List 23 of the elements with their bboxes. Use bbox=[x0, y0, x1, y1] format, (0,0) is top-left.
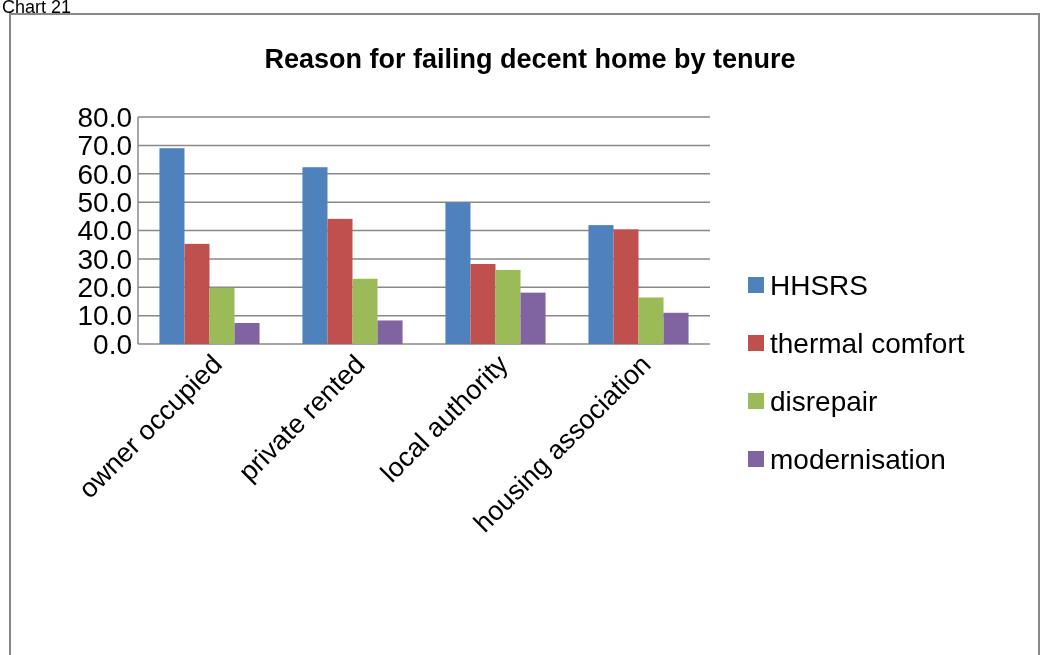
bar bbox=[377, 320, 403, 344]
bar bbox=[445, 202, 471, 344]
bar bbox=[302, 167, 328, 344]
bar bbox=[470, 263, 496, 344]
legend-label: disrepair bbox=[770, 385, 878, 417]
legend-label: thermal comfort bbox=[770, 327, 965, 359]
caption: Chart 21 bbox=[2, 0, 72, 17]
bar bbox=[638, 297, 664, 344]
chart-title: Reason for failing decent home by tenure bbox=[264, 44, 796, 74]
bar bbox=[520, 292, 546, 344]
bar bbox=[663, 312, 689, 344]
bar bbox=[327, 218, 353, 344]
y-tick-label: 80.0 bbox=[77, 101, 132, 133]
bar bbox=[613, 229, 639, 344]
bar bbox=[184, 243, 210, 344]
bar bbox=[352, 278, 378, 344]
bar bbox=[209, 287, 235, 344]
bar bbox=[495, 269, 521, 344]
bar bbox=[159, 148, 185, 344]
legend-label: HHSRS bbox=[770, 269, 869, 301]
bar bbox=[588, 225, 614, 344]
legend-label: modernisation bbox=[770, 443, 946, 475]
bar bbox=[234, 323, 260, 344]
